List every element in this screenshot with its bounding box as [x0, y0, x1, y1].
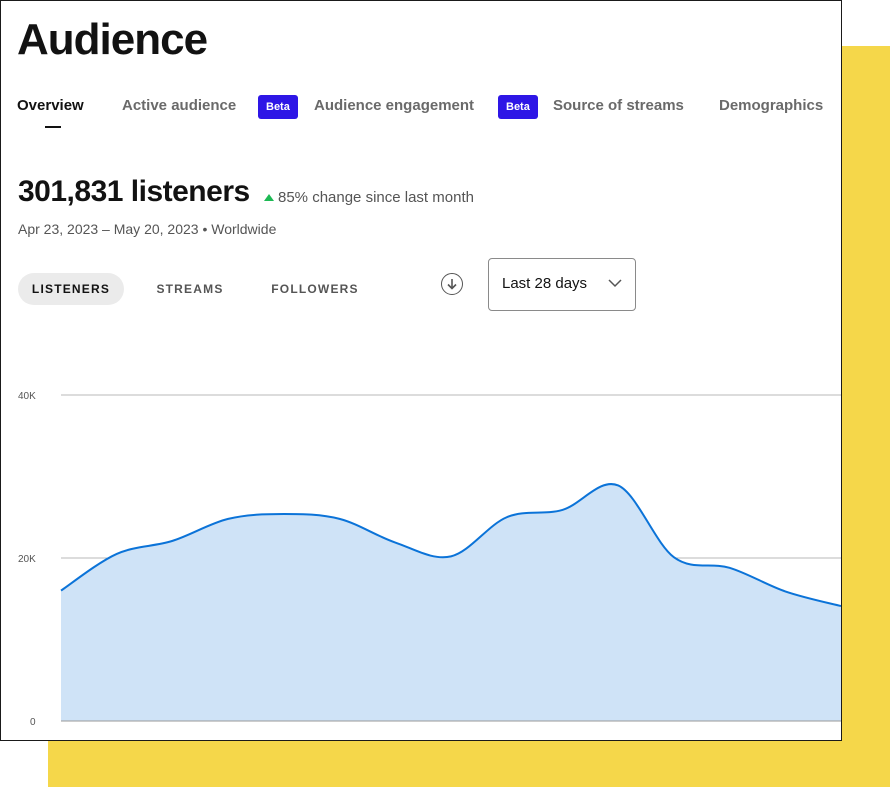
up-arrow-icon	[264, 194, 274, 201]
tab-audience-engagement[interactable]: Audience engagement	[314, 97, 475, 114]
tab-source-of-streams[interactable]: Source of streams	[553, 97, 684, 114]
y-tick-label: 0	[30, 717, 36, 728]
series-line	[60, 483, 841, 608]
active-tab-indicator	[45, 126, 61, 128]
listeners-pill[interactable]: LISTENERS	[18, 273, 124, 305]
tab-demographics[interactable]: Demographics	[719, 97, 824, 114]
beta-badge-audience-engagement: Beta	[498, 95, 538, 119]
y-tick-label: 20K	[18, 554, 36, 565]
followers-pill[interactable]: FOLLOWERS	[271, 282, 359, 296]
audience-card: Audience Overview Active audience Beta A…	[0, 0, 842, 741]
download-icon[interactable]	[441, 273, 463, 295]
change-text: 85% change since last month	[278, 189, 474, 206]
period-value: Last 28 days	[502, 275, 588, 292]
date-range: Apr 23, 2023 – May 20, 2023 • Worldwide	[18, 221, 277, 237]
listeners-count: 301,831 listeners	[18, 175, 250, 208]
listeners-chart: 0 20K 40K	[18, 391, 841, 728]
tab-overview[interactable]: Overview	[17, 97, 84, 114]
period-dropdown[interactable]: Last 28 days	[488, 258, 636, 311]
chevron-down-icon	[608, 279, 622, 288]
change-indicator: 85% change since last month	[264, 189, 474, 206]
area-fill	[61, 484, 841, 721]
y-tick-label: 40K	[18, 391, 36, 402]
beta-badge-active-audience: Beta	[258, 95, 298, 119]
page-title: Audience	[17, 15, 208, 64]
tab-active-audience[interactable]: Active audience	[122, 97, 237, 114]
streams-pill[interactable]: STREAMS	[156, 282, 224, 296]
